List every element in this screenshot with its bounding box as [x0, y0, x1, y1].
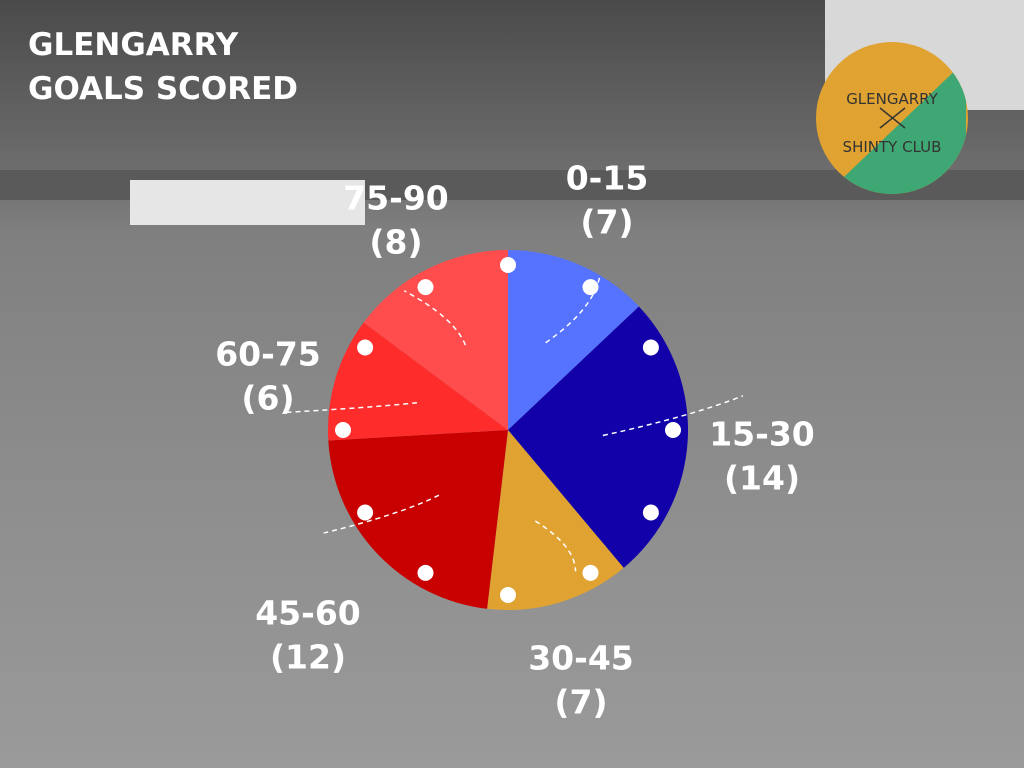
connector [602, 395, 744, 437]
value-label: (7) [554, 683, 607, 722]
pie-slice [508, 306, 688, 568]
pie-slice [328, 322, 508, 441]
connector [323, 494, 440, 534]
connector [534, 520, 577, 572]
category-label: 30-45 [528, 639, 634, 678]
clock-dot [417, 564, 434, 581]
category-label: 45-60 [255, 594, 361, 633]
clock-dot [417, 279, 434, 296]
connector [285, 402, 418, 414]
clock-dot [500, 587, 516, 603]
pie-slice [328, 430, 508, 609]
value-label: (8) [369, 223, 422, 262]
category-label: 75-90 [343, 179, 449, 218]
logo-text: GLENGARRY [846, 90, 938, 108]
category-label: 60-75 [215, 335, 321, 374]
value-label: (7) [580, 203, 633, 242]
clock-dot [642, 339, 659, 356]
clock-dot [357, 339, 374, 356]
value-label: (14) [724, 459, 800, 498]
clock-dot [357, 504, 374, 521]
pie-slice [363, 250, 508, 430]
value-label: (12) [270, 638, 346, 677]
value-label: (6) [241, 379, 294, 418]
logo: GLENGARRY SHINTY CLUB [816, 42, 968, 194]
clock-dot [642, 504, 659, 521]
clock-dot [335, 422, 351, 438]
clock-dot [582, 564, 599, 581]
clock-dot [582, 279, 599, 296]
logo-green [820, 60, 966, 194]
logo-sticks [879, 107, 906, 129]
category-label: 15-30 [709, 415, 815, 454]
clock-dot [500, 257, 516, 273]
logo-text: SHINTY CLUB [843, 138, 942, 156]
clock-dot [665, 422, 681, 438]
pie-slice [508, 250, 639, 430]
connector [403, 290, 467, 346]
category-label: 0-15 [566, 159, 649, 198]
connector [545, 276, 601, 344]
sign-board [130, 180, 365, 225]
chart-title: GLENGARRY GOALS SCORED [28, 27, 298, 107]
